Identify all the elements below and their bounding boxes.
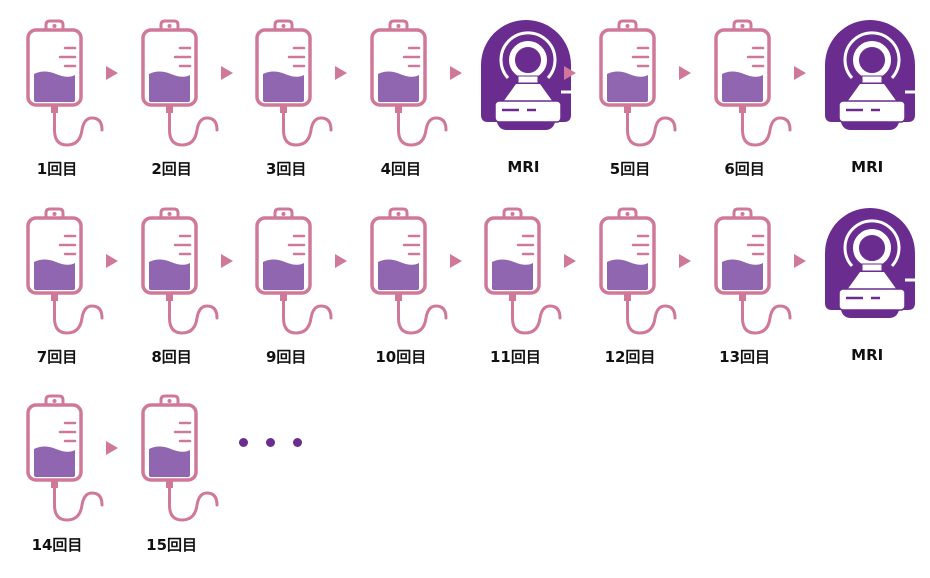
ellipsis-dot (238, 438, 248, 447)
session-label: 13回目 (719, 348, 771, 366)
arrow-right-icon (564, 254, 577, 268)
arrow-right-icon (335, 66, 348, 80)
session-label: 8回目 (151, 348, 192, 366)
session-label: 2回目 (151, 160, 192, 178)
arrow-right-icon (679, 66, 691, 80)
mri-label: MRI (851, 158, 884, 176)
mri-label: MRI (507, 158, 540, 176)
iv-bag-icon (480, 206, 570, 345)
arrow-right-icon (106, 66, 118, 80)
session-label: 5回目 (609, 160, 651, 178)
session-label: 14回目 (31, 536, 83, 554)
iv-bag-icon (595, 18, 685, 157)
arrow-right-icon (449, 254, 462, 268)
session-label: 9回目 (265, 348, 307, 366)
session-label: 15回目 (146, 536, 198, 554)
session-label: 6回目 (724, 160, 765, 178)
iv-bag-icon (22, 206, 112, 345)
iv-bag-icon (251, 18, 341, 157)
mri-label: MRI (851, 346, 884, 364)
ellipsis-dot (292, 438, 302, 447)
arrow-right-icon (679, 254, 691, 268)
iv-bag-icon (22, 18, 112, 157)
arrow-right-icon (220, 254, 233, 268)
arrow-right-icon (106, 254, 118, 268)
session-label: 7回目 (36, 348, 78, 366)
iv-bag-icon (22, 393, 112, 532)
iv-bag-icon (137, 393, 227, 532)
session-label: 1回目 (36, 160, 78, 178)
arrow-right-icon (106, 441, 118, 455)
arrow-right-icon (449, 66, 462, 80)
arrow-right-icon (220, 66, 233, 80)
arrow-right-icon (335, 254, 348, 268)
iv-bag-icon (137, 206, 227, 345)
session-label: 10回目 (375, 348, 427, 366)
iv-bag-icon (595, 206, 685, 345)
arrow-right-icon (793, 254, 806, 268)
arrow-right-icon (564, 66, 577, 80)
arrow-right-icon (793, 66, 806, 80)
mri-scanner-icon (825, 208, 921, 327)
iv-bag-icon (366, 18, 456, 157)
iv-bag-icon (251, 206, 341, 345)
mri-scanner-icon (825, 20, 921, 139)
ellipsis-dot (265, 438, 275, 447)
session-label: 11回目 (489, 348, 541, 366)
session-label: 4回目 (380, 160, 422, 178)
iv-bag-icon (710, 18, 800, 157)
session-label: 12回目 (604, 348, 656, 366)
session-label: 3回目 (265, 160, 307, 178)
iv-bag-icon (366, 206, 456, 345)
mri-scanner-icon (481, 20, 577, 139)
iv-bag-icon (710, 206, 800, 345)
iv-bag-icon (137, 18, 227, 157)
